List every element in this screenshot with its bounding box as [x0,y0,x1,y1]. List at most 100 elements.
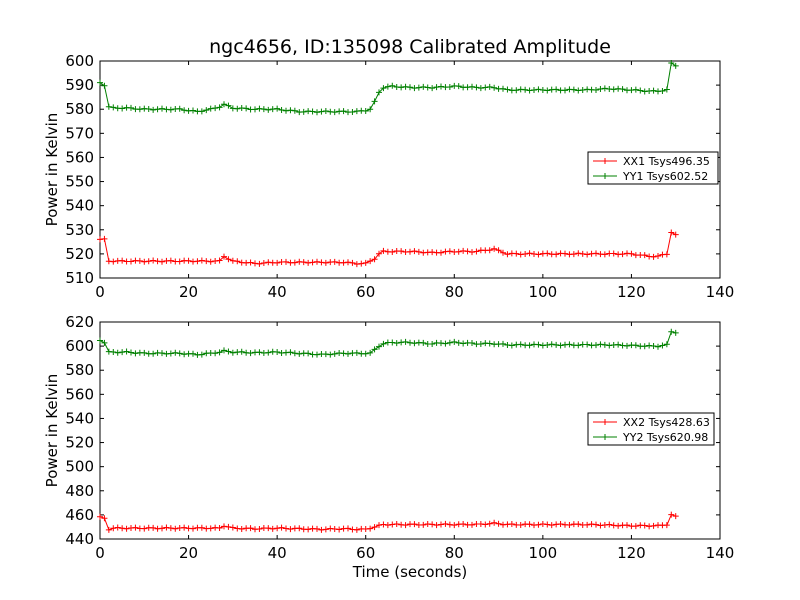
x-tick-label: 120 [617,544,646,562]
y-tick-label: 530 [65,221,94,239]
legend-label: XX2 Tsys428.63 [623,416,710,429]
series-line [97,59,679,116]
data-point [407,84,413,91]
data-point [371,98,378,105]
data-point [345,525,351,532]
data-point [198,108,205,115]
data-point [265,106,272,113]
data-point [420,521,427,528]
data-point [588,521,595,528]
data-point [314,109,320,116]
data-point [380,85,387,92]
data-point [650,522,657,529]
data-point [672,329,679,336]
data-point [628,250,635,257]
data-point [477,341,484,348]
data-point [641,252,648,259]
data-point [606,521,613,528]
data-point [252,106,258,113]
data-point [446,84,453,91]
data-point [429,85,436,92]
data-point [101,82,108,89]
data-point [225,102,232,109]
y-tick-label: 550 [65,173,94,191]
data-point [668,511,675,518]
data-point [176,105,183,112]
data-point [411,248,418,255]
data-point [123,348,130,355]
data-point [522,86,529,93]
data-point [322,108,329,115]
data-point [101,339,108,346]
data-point [548,522,555,529]
data-point [544,250,551,257]
data-point [495,520,502,527]
data-point [291,259,298,266]
x-tick-label: 80 [445,544,464,562]
data-point [438,249,444,256]
data-point [513,250,520,257]
data-point [216,257,223,264]
data-point [553,251,560,258]
data-point [610,86,617,93]
x-tick-label: 140 [706,283,735,301]
data-point [260,106,267,113]
data-point [491,519,498,526]
data-point [119,105,126,112]
data-point [309,108,316,115]
data-point [442,340,449,347]
data-point [420,83,427,90]
data-point [584,341,591,348]
data-point [243,105,250,112]
data-point [367,525,374,532]
data-point [167,350,174,357]
data-point [194,258,201,265]
data-point [544,87,551,94]
data-point [269,525,276,532]
data-point [601,341,608,348]
data-point [198,257,205,264]
data-point [553,341,560,348]
y-tick-label: 570 [65,124,94,142]
data-point [477,520,484,527]
data-point [522,250,529,257]
data-point [663,86,670,93]
data-point [376,250,382,257]
data-point [203,258,210,265]
data-point [278,106,285,113]
y-tick-label: 540 [65,197,94,215]
data-point [508,520,515,527]
data-point [455,248,462,255]
data-point [314,351,320,358]
data-point [535,521,542,528]
chart-title: ngc4656, ID:135098 Calibrated Amplitude [209,36,611,58]
data-point [610,522,617,529]
data-point [225,348,232,355]
data-point [438,521,444,528]
data-point [460,521,467,528]
y-tick-label: 560 [65,385,94,403]
data-point [668,59,675,66]
data-point [132,350,139,357]
data-point [380,521,387,528]
data-point [105,103,112,110]
data-point [593,250,599,257]
data-point [278,524,285,531]
data-point [593,87,599,94]
y-tick-label: 540 [65,409,94,427]
data-point [331,109,338,116]
data-point [221,347,227,354]
data-point [526,87,533,94]
data-point [371,256,378,263]
data-point [579,250,586,257]
y-tick-label: 580 [65,361,94,379]
data-point [575,521,582,528]
data-point [504,251,511,258]
data-point [265,525,272,532]
legend-marker [602,158,608,164]
data-point [150,524,157,531]
data-point [655,343,661,350]
data-point [167,257,174,264]
data-point [136,106,143,113]
